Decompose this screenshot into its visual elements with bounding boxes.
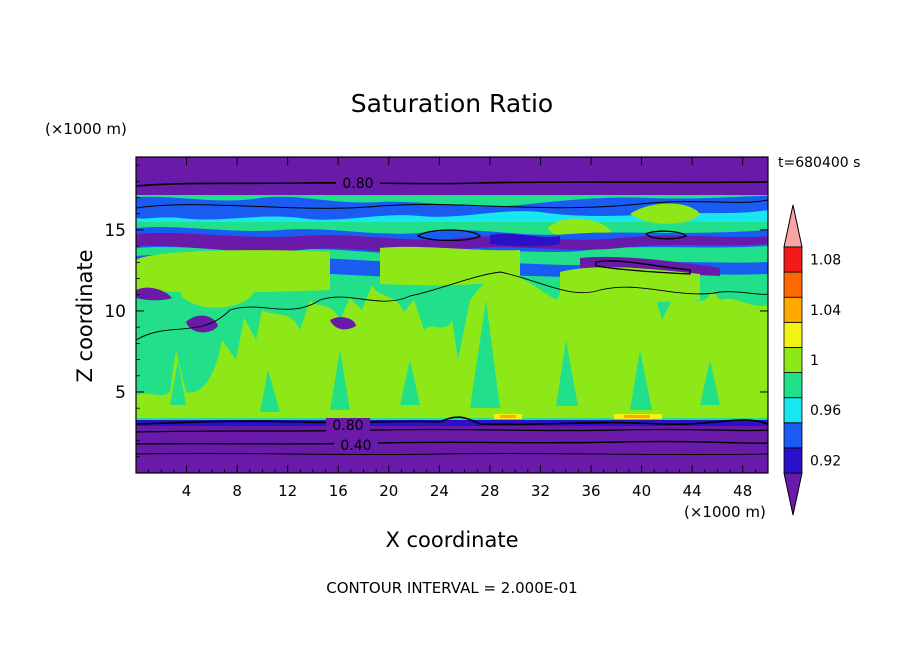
field-lime-mid-right <box>380 246 520 286</box>
y-axis-label: Z coordinate <box>73 249 97 382</box>
x-tick-label: 48 <box>733 482 752 500</box>
x-axis-ticks: 4 8 12 16 20 24 28 32 36 40 44 48 <box>148 157 756 500</box>
colorbar-tick-label: 1.04 <box>810 303 841 319</box>
colorbar-upper-extension <box>783 204 803 248</box>
colorbar-swatch <box>783 447 803 474</box>
field-purple-mid-upper <box>136 233 768 253</box>
field-purple-pocket-2 <box>136 287 172 301</box>
colorbar-tick-label: 0.92 <box>810 453 841 469</box>
colorbar-swatch <box>783 397 803 424</box>
field-lime-mid-left <box>136 250 330 293</box>
x-tick-label: 12 <box>278 482 297 500</box>
y-tick-label: 5 <box>115 383 126 403</box>
x-tick-label: 40 <box>632 482 651 500</box>
field-darkblue-band <box>490 233 560 247</box>
colorbar-lower-extension <box>783 472 803 516</box>
x-axis-label: X coordinate <box>385 528 518 552</box>
x-tick-label: 32 <box>531 482 550 500</box>
contour-line-upper-2 <box>136 199 768 209</box>
contour-label-040: 0.40 <box>340 438 371 454</box>
field-lime-upper-1 <box>630 203 700 224</box>
contour-line-mid-1 <box>416 229 688 242</box>
field-orange-spot-2 <box>624 415 650 418</box>
field-band-upper-dry <box>136 157 768 195</box>
chart-title: Saturation Ratio <box>351 89 553 118</box>
contour-label-bg-2 <box>326 418 370 432</box>
field-blue-upper <box>136 196 768 220</box>
contour-label-080-upper: 0.80 <box>342 176 373 192</box>
field-band-lower-dry <box>136 420 768 473</box>
y-unit-label: (×1000 m) <box>45 120 127 138</box>
x-tick-label: 36 <box>581 482 600 500</box>
x-tick-label: 44 <box>683 482 702 500</box>
field-lime-right <box>560 267 700 302</box>
contour-line-060-lower <box>136 428 768 433</box>
x-tick-label: 24 <box>430 482 449 500</box>
field-purple-mid <box>580 256 720 276</box>
contour-label-bg-1 <box>336 174 380 190</box>
colorbar-tick-label: 1 <box>810 353 819 369</box>
contour-line-lower-1 <box>136 271 768 341</box>
time-label: t=680400 s <box>778 155 860 171</box>
y-tick-label: 10 <box>104 302 126 322</box>
colorbar-swatch <box>783 321 803 348</box>
field-purple-pocket-3 <box>330 317 356 330</box>
colorbar-swatch <box>783 246 803 273</box>
contour-line-080-upper <box>136 181 768 187</box>
y-tick-label: 15 <box>104 221 126 241</box>
x-tick-label: 28 <box>480 482 499 500</box>
contour-plot-area: 0.80 0.80 0.40 <box>136 157 768 473</box>
contour-line-mid-2 <box>595 260 691 275</box>
colorbar-swatch <box>783 271 803 298</box>
x-tick-label: 16 <box>329 482 348 500</box>
colorbar-tick-label: 0.96 <box>810 403 841 419</box>
field-orange-spot-1 <box>500 415 516 418</box>
x-tick-label: 4 <box>182 482 192 500</box>
x-tick-label: 20 <box>379 482 398 500</box>
colorbar-swatch <box>783 372 803 399</box>
contour-label-080-lower: 0.80 <box>332 418 363 434</box>
x-unit-label: (×1000 m) <box>684 503 766 521</box>
colorbar-swatch <box>783 347 803 373</box>
contour-line-low <box>136 452 768 456</box>
field-purple-pocket-1 <box>186 315 218 333</box>
x-tick-label: 8 <box>232 482 242 500</box>
contour-line-080-lower <box>136 416 768 426</box>
colorbar: 0.92 0.96 1 1.04 1.08 <box>783 204 841 516</box>
contour-interval-label: CONTOUR INTERVAL = 2.000E-01 <box>326 579 577 597</box>
contour-label-bg-3 <box>334 437 378 451</box>
field-lime-lower <box>136 270 768 418</box>
colorbar-swatch <box>783 296 803 323</box>
colorbar-swatch <box>783 422 803 449</box>
contour-line-040-lower <box>136 440 768 445</box>
y-axis-ticks: 5 10 15 <box>104 164 768 458</box>
colorbar-tick-label: 1.08 <box>810 253 841 269</box>
